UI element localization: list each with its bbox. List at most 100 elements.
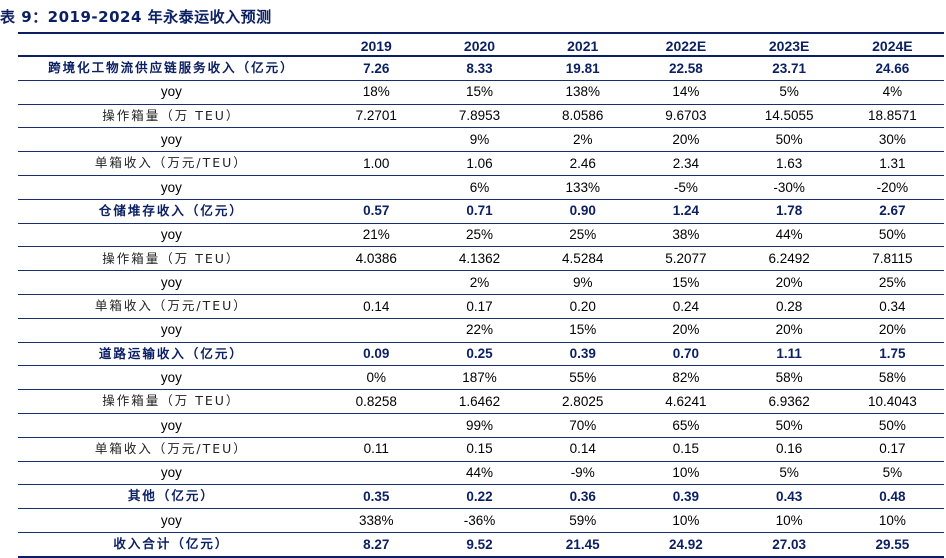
row-label: 单箱收入（万元/TEU） (94, 155, 248, 171)
value-cell: 22% (465, 322, 493, 338)
value-cell: 0.36 (569, 488, 596, 504)
value-cell: 99% (465, 417, 493, 433)
value-cell: 9.52 (466, 536, 493, 552)
row-label: 单箱收入（万元/TEU） (94, 298, 248, 314)
row-label: 其他（亿元） (127, 488, 215, 504)
value-cell: 20% (672, 132, 700, 148)
header-year-cell: 2019 (360, 37, 392, 54)
value-cell: 24.92 (669, 536, 703, 552)
table-row-total: 仓储堆存收入（亿元） 0.57 0.71 0.90 1.24 1.78 2.67 (18, 199, 944, 224)
table-row-yoy: yoy 0% 187% 55% 82% 58% 58% (18, 366, 944, 390)
table-row-total: 其他（亿元） 0.35 0.22 0.36 0.39 0.43 0.48 (18, 485, 944, 509)
value-cell: 1.11 (776, 346, 802, 362)
value-cell: 18.8571 (867, 108, 917, 124)
value-cell: 0% (366, 370, 387, 385)
value-cell: 1.75 (879, 346, 906, 362)
row-label: yoy (160, 465, 182, 481)
value-cell: 6.9362 (768, 393, 810, 409)
value-cell: 44% (775, 227, 803, 243)
table-row-yoy: yoy 2% 9% 15% 20% 25% (18, 271, 944, 295)
value-cell: 14.5055 (764, 108, 814, 124)
row-label: 道路运输收入（亿元） (98, 345, 244, 361)
table-row-yoy: yoy 9% 2% 20% 50% 30% (18, 128, 944, 152)
value-cell: 59% (569, 512, 597, 528)
row-label: 单箱收入（万元/TEU） (94, 440, 248, 456)
value-cell: 5% (882, 465, 903, 481)
value-cell: 50% (775, 417, 803, 433)
value-cell: 55% (569, 370, 597, 385)
value-cell: 2.8025 (562, 393, 604, 409)
value-cell: 18% (362, 84, 390, 100)
header-year-cell: 2021 (567, 37, 599, 54)
value-cell: -9% (570, 465, 595, 481)
value-cell: 8.0586 (562, 108, 604, 124)
value-cell: 0.17 (466, 298, 493, 314)
value-cell: 21% (362, 227, 390, 243)
title-rule (18, 32, 944, 34)
value-cell: 15% (465, 84, 493, 100)
value-cell: 14% (672, 84, 700, 100)
value-cell: -20% (876, 179, 909, 195)
value-cell: 22.58 (669, 60, 703, 76)
value-cell: 0.28 (776, 298, 803, 314)
value-cell (325, 271, 428, 295)
table-body: 跨境化工物流供应链服务收入（亿元） 7.26 8.33 19.81 22.58 23.71… (18, 56, 944, 557)
value-cell: 27.03 (772, 536, 807, 552)
value-cell: 187% (462, 370, 497, 385)
table-row-yoy: yoy 99% 70% 65% 50% 50% (18, 413, 944, 438)
value-cell: 0.39 (672, 488, 700, 504)
value-cell: 0.39 (569, 346, 596, 362)
value-cell: 7.8953 (458, 108, 501, 124)
value-cell: 1.78 (776, 203, 803, 219)
value-cell (325, 413, 428, 437)
value-cell (325, 318, 428, 342)
value-cell: 8.33 (466, 60, 493, 76)
value-cell: 0.70 (672, 346, 700, 362)
value-cell: 2.67 (879, 203, 906, 219)
value-cell: 4.0386 (355, 251, 397, 267)
value-cell: 1.63 (776, 155, 803, 171)
table-row-total: 收入合计（亿元） 8.27 9.52 21.45 24.92 27.03 29.55 (18, 532, 944, 557)
value-cell: 25% (465, 227, 493, 243)
value-cell: 24.66 (875, 60, 910, 76)
value-cell: 9% (469, 132, 490, 148)
table-title: 表 9：2019-2024 年永泰运收入预测 (0, 8, 272, 26)
value-cell: 133% (565, 179, 600, 195)
value-cell: 25% (878, 274, 906, 290)
value-cell: 0.90 (569, 203, 596, 219)
value-cell: 21.45 (565, 536, 600, 552)
value-cell: 0.14 (569, 441, 596, 457)
value-cell (325, 461, 428, 485)
value-cell: 15% (569, 322, 597, 338)
row-label: yoy (160, 417, 182, 433)
value-cell: 50% (878, 417, 906, 433)
value-cell: 0.15 (672, 441, 700, 457)
value-cell: 0.71 (466, 203, 493, 219)
header-label-cell (18, 34, 325, 56)
header-year-cell: 2023E (768, 37, 810, 54)
value-cell: 1.31 (879, 155, 906, 171)
value-cell: 0.22 (466, 488, 493, 504)
value-cell (325, 128, 428, 152)
value-cell: 7.26 (363, 60, 390, 76)
value-cell: 7.2701 (355, 108, 397, 124)
value-cell: 10% (672, 512, 700, 528)
value-cell: 0.17 (879, 441, 906, 457)
row-label: yoy (160, 132, 182, 148)
row-label: yoy (160, 227, 182, 243)
row-label: 操作箱量（万 TEU） (102, 250, 241, 266)
header-year-cell: 2022E (665, 37, 707, 54)
value-cell: 4.6241 (665, 393, 707, 409)
value-cell: 2.46 (569, 155, 596, 171)
value-cell: 10.4043 (867, 393, 917, 409)
header-year-cell: 2024E (872, 37, 913, 54)
row-label: yoy (160, 274, 182, 290)
table-row-yoy: yoy 6% 133% -5% -30% -20% (18, 175, 944, 200)
value-cell: 0.20 (569, 298, 596, 314)
table-row-yoy: yoy 44% -9% 10% 5% 5% (18, 461, 944, 485)
value-cell: 2.34 (672, 155, 700, 171)
value-cell (325, 175, 428, 199)
value-cell: 0.24 (672, 298, 700, 314)
table-row-metric: 单箱收入（万元/TEU） 0.14 0.17 0.20 0.24 0.28 0.34 (18, 294, 944, 319)
value-cell: -36% (463, 512, 496, 528)
